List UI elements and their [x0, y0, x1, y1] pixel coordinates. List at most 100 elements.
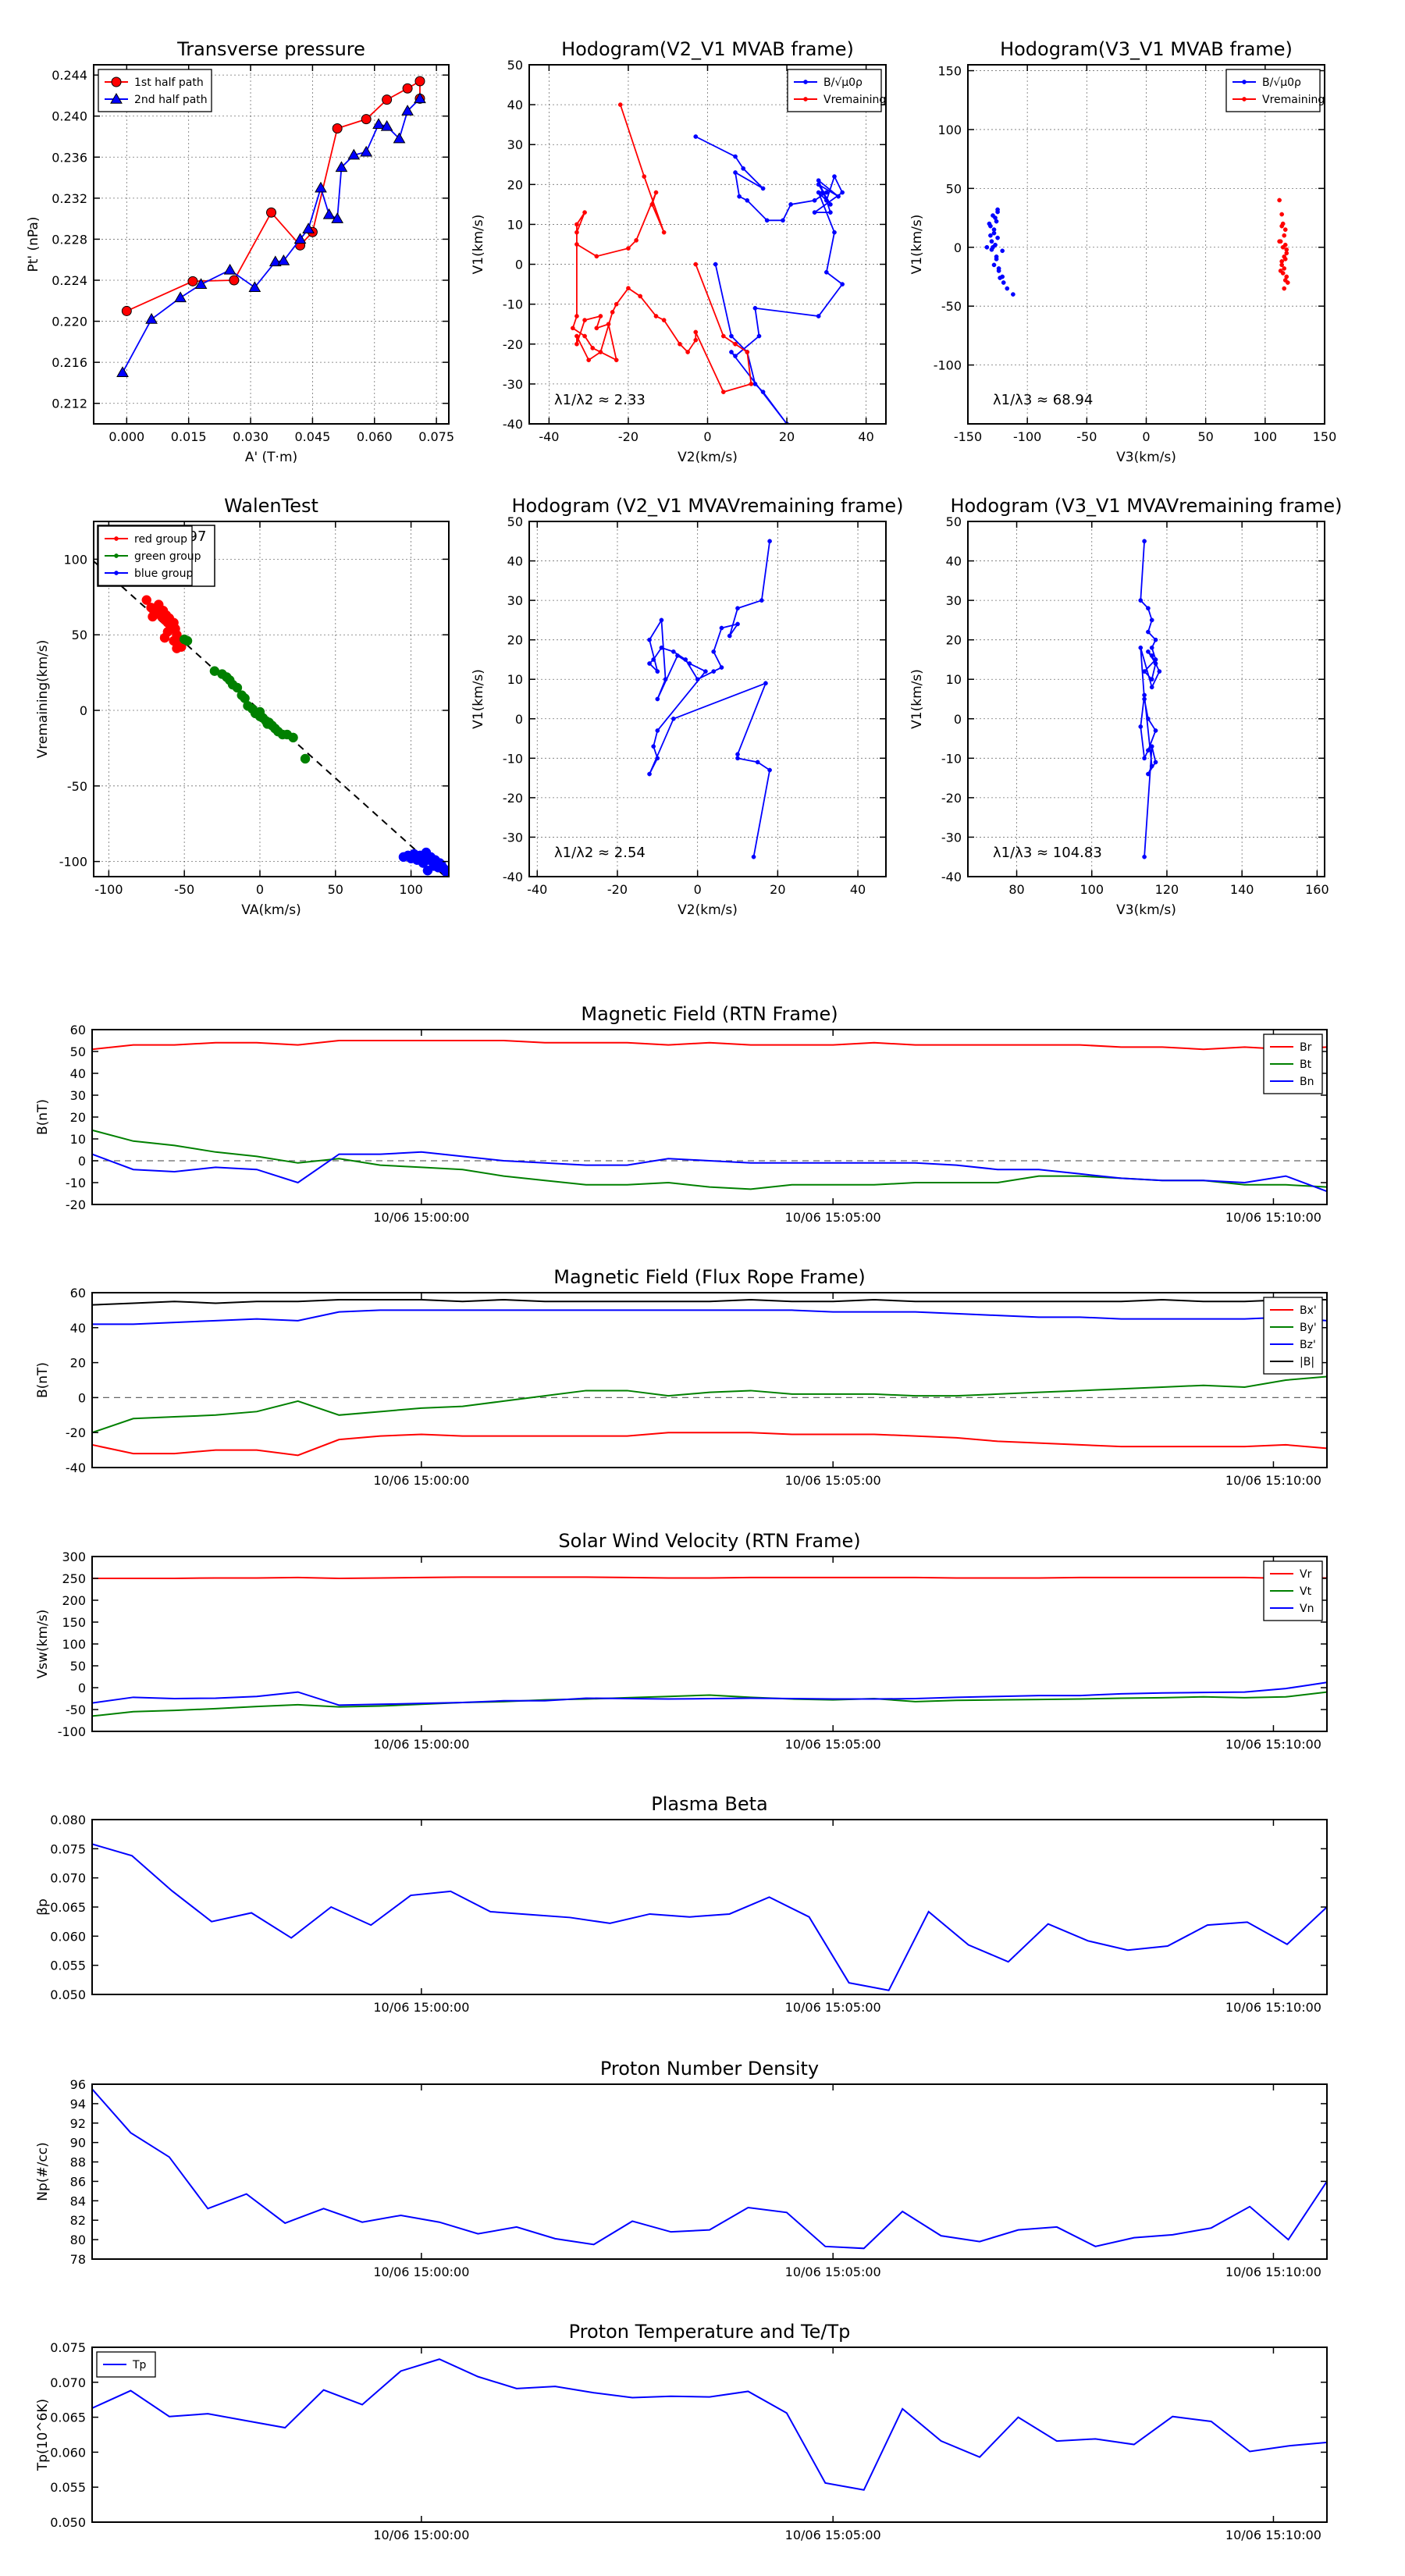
ticks: 0.050 0.055 0.060 0.065 0.070 0.075 0.080 10/06…	[50, 1813, 1327, 2015]
y-axis-label: V1(km/s)	[471, 669, 486, 729]
x-tick-label: 40	[858, 429, 873, 444]
y-tick-label: 20	[70, 1110, 86, 1125]
plot-frame	[93, 64, 450, 425]
y-tick-label: 86	[70, 2174, 86, 2189]
data-point	[598, 314, 603, 318]
data-point	[1153, 760, 1158, 765]
y-tick-label: 200	[62, 1593, 86, 1608]
legend: Vr Vt Vn	[1263, 1560, 1323, 1621]
data-point	[767, 767, 772, 773]
legend: Br Bt Bn	[1263, 1034, 1323, 1094]
data-point	[414, 92, 426, 104]
data-point	[663, 677, 668, 682]
data-point	[300, 753, 311, 764]
x-axis-label: A' (T·m)	[245, 450, 297, 465]
y-tick-label: -100	[934, 358, 962, 373]
series-group	[116, 76, 426, 378]
legend-marker	[1242, 97, 1247, 101]
annotation-text: λ1/λ3 ≈ 104.83	[993, 845, 1102, 861]
series-line-1	[126, 80, 421, 312]
chart-title: Magnetic Field (RTN Frame)	[581, 1003, 838, 1025]
series-line-2	[571, 104, 752, 393]
chart-1: 0.212 0.216 0.220 0.224 0.228 0.232 0.236 0.240…	[26, 38, 454, 465]
data-point	[586, 358, 592, 363]
ticks: 0.212 0.216 0.220 0.224 0.228 0.232 0.236 0.240…	[52, 65, 454, 444]
x-axis-label: VA(km/s)	[241, 902, 301, 918]
plot-frame	[91, 2347, 1328, 2523]
grid-lines	[94, 65, 449, 424]
legend-label: Vn	[1300, 1603, 1314, 1615]
y-tick-label: 20	[946, 633, 962, 648]
data-point	[993, 215, 998, 220]
data-point	[1282, 242, 1288, 247]
legend-label: Vremaining	[1262, 94, 1325, 106]
data-point	[1138, 645, 1144, 650]
y-tick-label: 0.070	[50, 2375, 86, 2390]
x-tick-label: -20	[607, 882, 628, 897]
data-point	[649, 202, 655, 207]
series-line-3	[92, 1681, 1327, 1706]
data-point	[655, 696, 660, 702]
chart-title: Hodogram (V3_V1 MVAVremaining frame)	[950, 495, 1342, 517]
data-point	[659, 617, 664, 623]
plot-frame	[528, 521, 887, 877]
y-tick-label: 10	[507, 217, 523, 232]
data-point	[729, 350, 734, 354]
data-point	[991, 262, 997, 268]
data-point	[1280, 271, 1286, 276]
y-tick-label: 78	[70, 2252, 86, 2267]
data-point	[1149, 645, 1154, 650]
data-point	[671, 716, 676, 721]
data-point	[720, 333, 726, 339]
x-tick-label: 20	[770, 882, 785, 897]
y-tick-label: 40	[70, 1066, 86, 1081]
y-axis-label: βp	[35, 1898, 51, 1916]
data-point	[614, 358, 619, 363]
y-tick-label: 30	[507, 137, 523, 152]
data-point	[574, 242, 579, 247]
chart-3: -100 -50 0 50 100 150 -150 -100 -50 0 50 100 150 Hodo…	[909, 38, 1336, 465]
x-tick-label: 0	[694, 882, 702, 897]
data-point	[984, 244, 990, 250]
y-axis-label: V1(km/s)	[471, 215, 486, 275]
legend-label: 2nd half path	[134, 94, 208, 106]
data-point	[121, 305, 132, 316]
y-tick-label: -100	[59, 855, 87, 870]
data-point	[582, 318, 587, 322]
y-tick-label: 0.236	[52, 150, 87, 165]
data-point	[755, 760, 760, 765]
legend: Tp	[96, 2351, 156, 2378]
series-line-1	[92, 1432, 1327, 1457]
y-tick-label: 0.075	[50, 1841, 86, 1856]
y-tick-label: 0	[78, 1681, 86, 1695]
plot-frame	[91, 1292, 1328, 1468]
data-point	[626, 246, 631, 251]
y-tick-label: 0.228	[52, 232, 87, 247]
x-tick-label: 50	[328, 882, 343, 897]
plot-frame	[93, 521, 450, 877]
legend: B/√μ0ρ Vremaining	[787, 69, 886, 112]
y-axis-label: Np(#/cc)	[35, 2142, 51, 2201]
data-point	[737, 194, 742, 199]
data-point	[1146, 606, 1151, 611]
data-point	[1001, 280, 1006, 285]
legend-marker	[114, 553, 119, 558]
x-tick-label: 10/06 15:10:00	[1225, 1210, 1321, 1225]
legend-label: |B|	[1300, 1356, 1314, 1368]
y-tick-label: 0.055	[50, 1959, 86, 1973]
data-point	[647, 637, 652, 642]
data-point	[169, 635, 179, 646]
data-point	[759, 598, 764, 603]
y-axis-label: Vremaining(km/s)	[35, 640, 51, 759]
data-point	[1279, 223, 1285, 229]
y-tick-label: -50	[66, 1703, 86, 1717]
legend: Bx' By' Bz' |B|	[1263, 1297, 1323, 1375]
chart-9: -100 -50 0 50 100 150 200 250 300 10/06 15:00:00 1…	[35, 1530, 1328, 1752]
data-point	[788, 202, 793, 207]
y-tick-label: 0.055	[50, 2480, 86, 2495]
series-group	[92, 1576, 1327, 1717]
data-point	[248, 281, 261, 292]
data-point	[840, 190, 845, 195]
data-point	[693, 337, 699, 343]
y-tick-label: 40	[70, 1321, 86, 1336]
